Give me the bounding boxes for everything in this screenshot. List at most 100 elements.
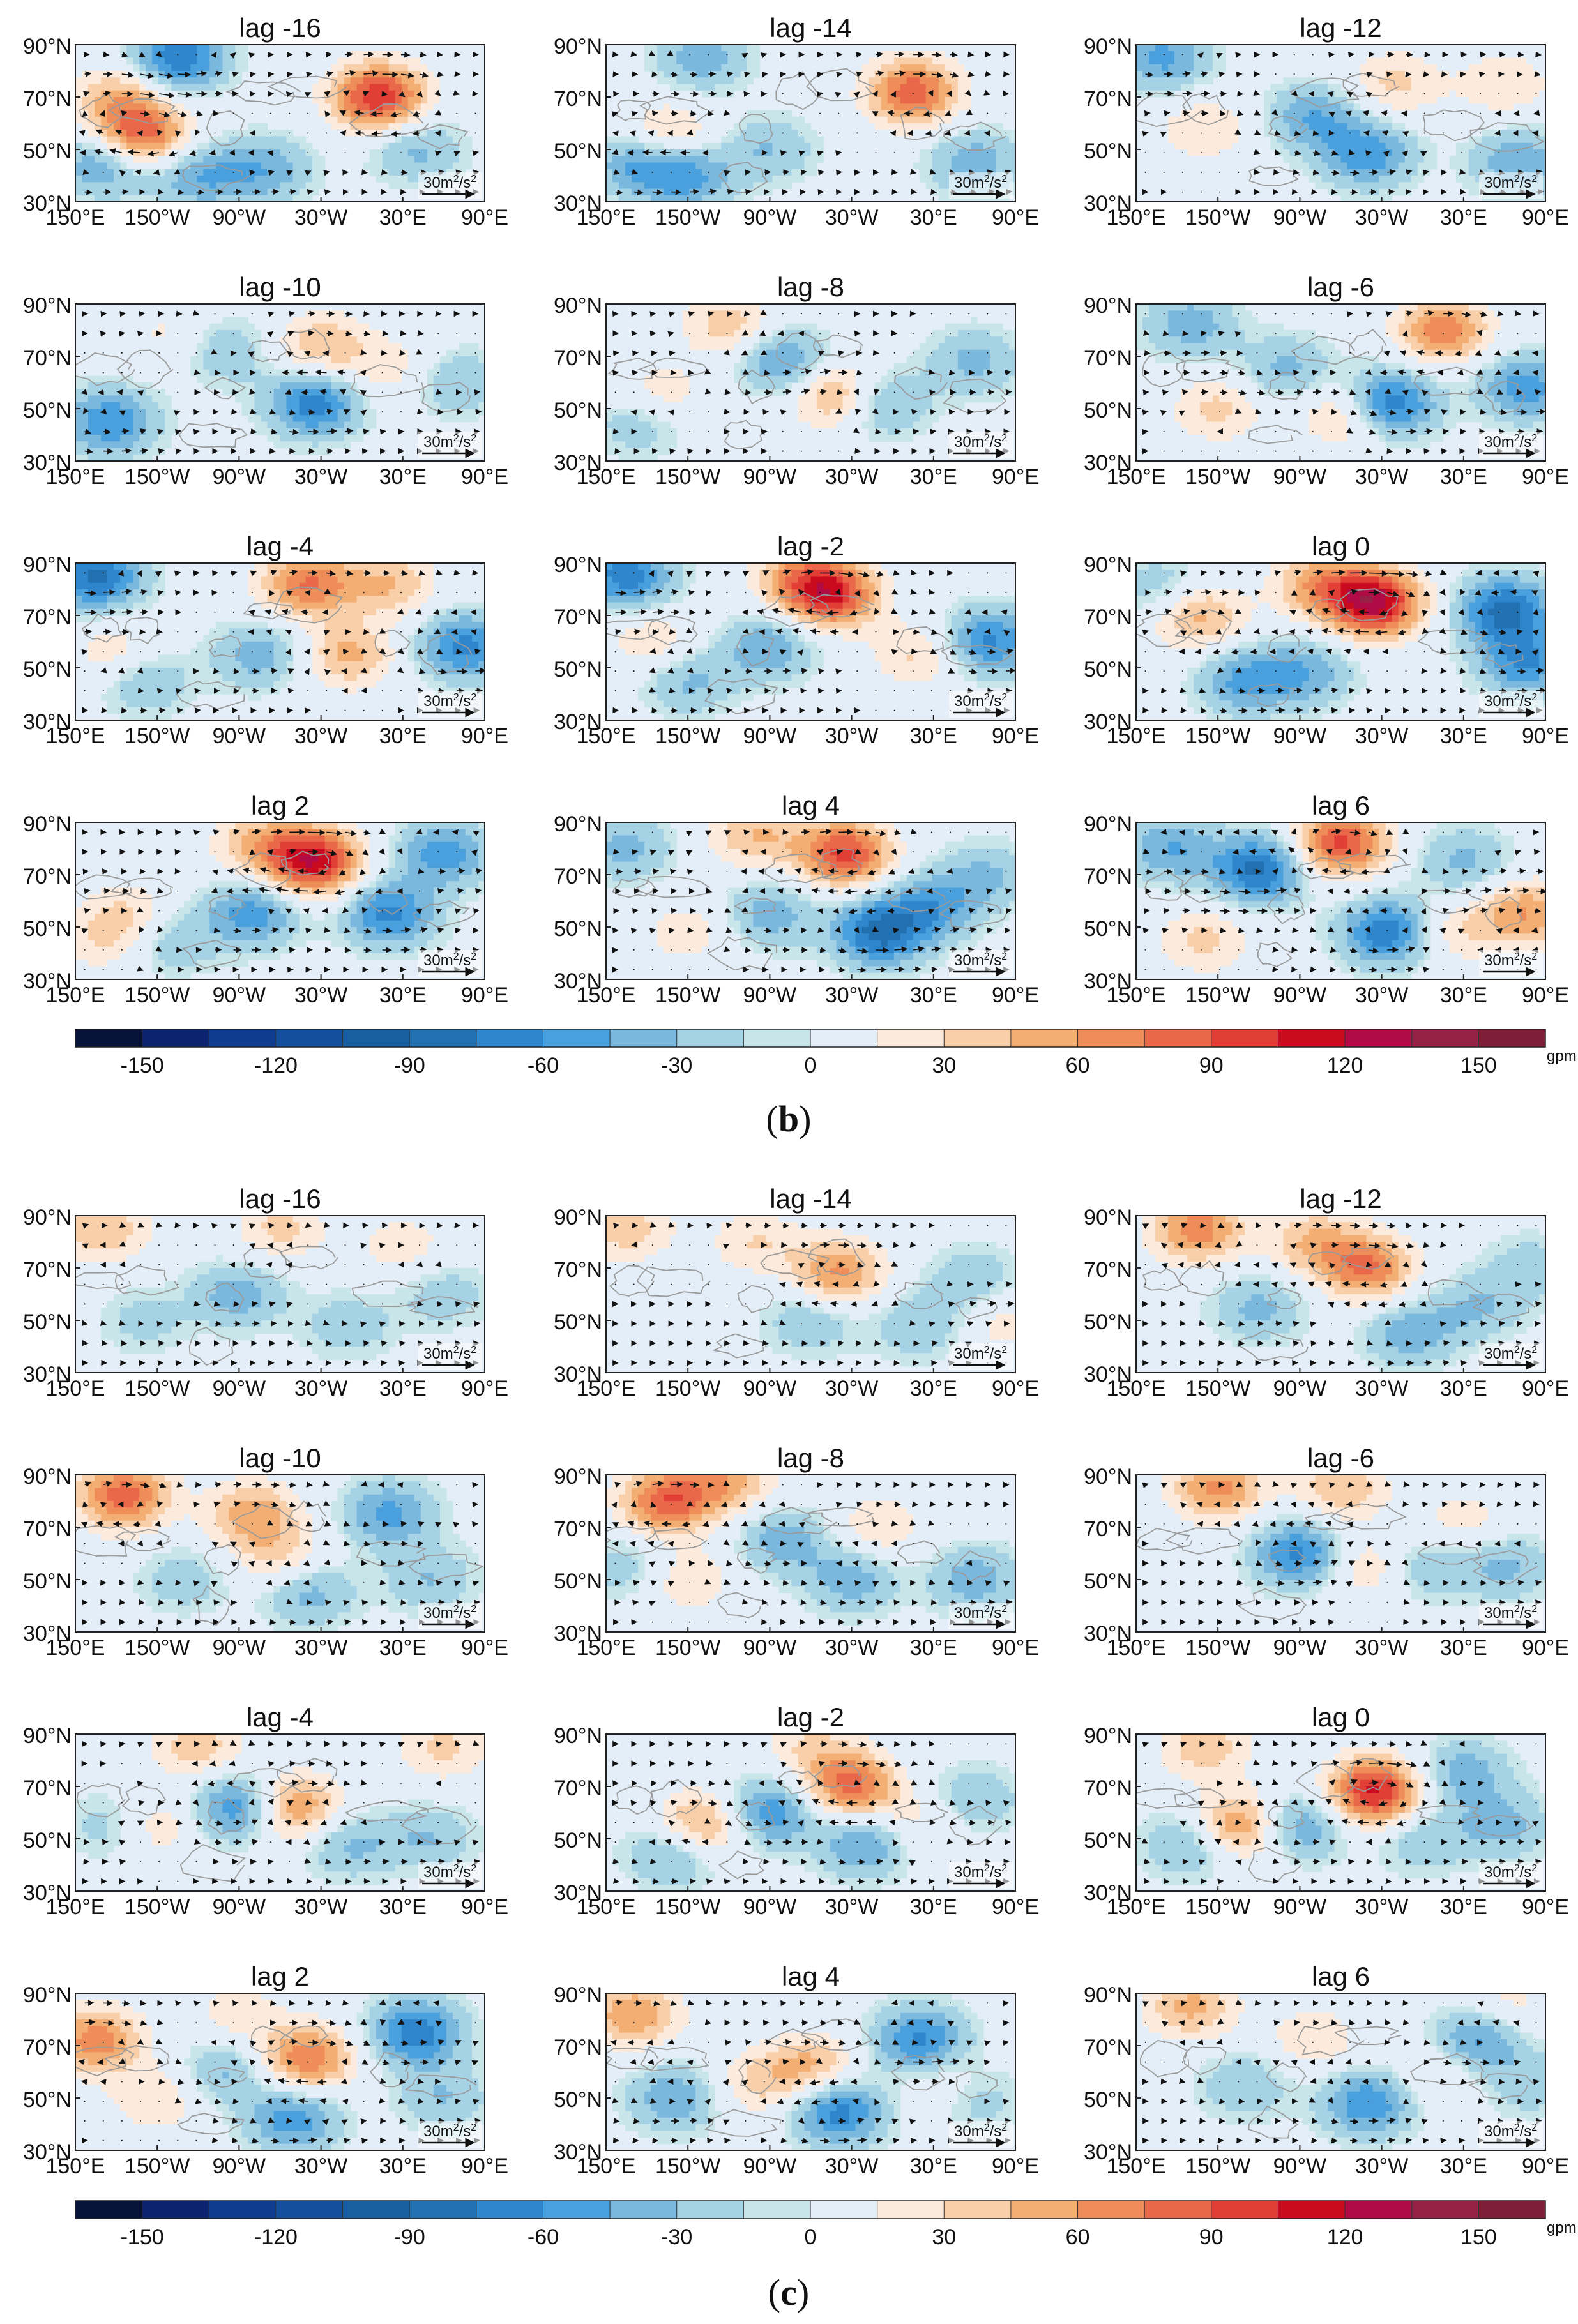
field-cell	[1532, 84, 1540, 91]
field-cell	[152, 428, 159, 435]
field-cell	[753, 317, 760, 324]
field-cell	[439, 84, 447, 91]
field-cell	[376, 363, 383, 370]
field-cell	[146, 421, 153, 429]
field-cell	[1008, 162, 1015, 170]
field-cell	[1289, 97, 1296, 104]
field-cell	[1526, 64, 1533, 72]
field-cell	[804, 349, 812, 357]
flux-arrow	[109, 148, 122, 155]
field-cell	[1475, 90, 1482, 98]
field-cell	[657, 156, 664, 163]
field-cell	[165, 45, 172, 52]
field-cell	[1404, 64, 1412, 72]
field-cell	[420, 130, 428, 137]
field-cell	[1136, 90, 1143, 98]
field-cell	[407, 123, 415, 130]
field-cell	[1443, 97, 1450, 104]
field-cell	[356, 310, 364, 318]
field-cell	[1379, 188, 1386, 196]
flux-arrow	[362, 91, 370, 97]
flux-dot	[726, 54, 728, 56]
field-cell	[171, 330, 178, 337]
field-cell	[184, 169, 191, 176]
field-cell	[1423, 90, 1431, 98]
field-cell	[1411, 90, 1418, 98]
field-cell	[203, 156, 210, 163]
field-cell	[1436, 64, 1444, 72]
flux-dot	[1480, 112, 1481, 114]
x-tick-label: 30°W	[294, 465, 348, 489]
field-cell	[657, 116, 664, 124]
flux-arrow	[211, 349, 218, 355]
field-cell	[632, 195, 639, 202]
field-cell	[906, 356, 914, 363]
field-cell	[88, 441, 95, 449]
field-cell	[1334, 110, 1342, 117]
field-cell	[1347, 195, 1354, 202]
field-cell	[222, 356, 229, 363]
field-cell	[114, 90, 121, 98]
field-cell	[292, 330, 300, 337]
field-cell	[139, 169, 146, 176]
field-cell	[1519, 90, 1527, 98]
field-cell	[1206, 71, 1213, 78]
field-cell	[1277, 123, 1284, 130]
field-cell	[126, 97, 133, 104]
flux-dot	[1312, 112, 1314, 114]
field-cell	[133, 176, 140, 183]
field-cell	[938, 156, 946, 163]
field-cell	[75, 421, 82, 429]
field-cell	[465, 363, 473, 370]
field-cell	[171, 77, 178, 85]
field-cell	[433, 77, 441, 85]
field-cell	[229, 156, 236, 163]
field-cell	[695, 84, 702, 91]
flux-arrow	[1346, 91, 1354, 98]
field-cell	[708, 162, 715, 170]
field-cell	[152, 448, 159, 455]
field-cell	[292, 435, 300, 442]
field-cell	[184, 116, 191, 124]
field-cell	[740, 156, 747, 163]
field-cell	[759, 116, 766, 124]
field-cell	[1219, 123, 1226, 130]
field-cell	[753, 142, 760, 150]
field-cell	[1392, 162, 1399, 170]
field-cell	[318, 375, 326, 383]
field-cell	[874, 64, 882, 72]
field-cell	[1404, 77, 1412, 85]
field-cell	[1315, 182, 1323, 190]
field-cell	[197, 116, 204, 124]
field-cell	[1430, 110, 1438, 117]
field-cell	[734, 57, 741, 65]
field-cell	[1494, 162, 1501, 170]
field-cell	[1494, 71, 1501, 78]
field-cell	[957, 103, 965, 111]
field-cell	[152, 336, 159, 344]
field-cell	[1270, 84, 1277, 91]
field-cell	[683, 116, 690, 124]
field-cell	[632, 142, 639, 150]
field-cell	[1289, 149, 1296, 156]
field-cell	[82, 395, 89, 403]
field-cell	[382, 176, 390, 183]
field-cell	[1194, 162, 1201, 170]
field-cell	[478, 363, 485, 370]
field-cell	[1149, 123, 1156, 130]
field-cell	[120, 435, 127, 442]
field-cell	[478, 382, 485, 389]
field-cell	[1385, 64, 1393, 72]
flux-arrow	[176, 310, 183, 317]
field-cell	[664, 64, 671, 72]
field-cell	[1340, 142, 1348, 150]
field-cell	[146, 156, 153, 163]
field-cell	[970, 90, 978, 98]
field-cell	[203, 176, 210, 183]
field-cell	[1194, 103, 1201, 111]
field-cell	[810, 136, 818, 144]
field-cell	[178, 77, 185, 85]
field-cell	[75, 64, 82, 72]
field-cell	[1487, 71, 1495, 78]
field-cell	[350, 77, 358, 85]
